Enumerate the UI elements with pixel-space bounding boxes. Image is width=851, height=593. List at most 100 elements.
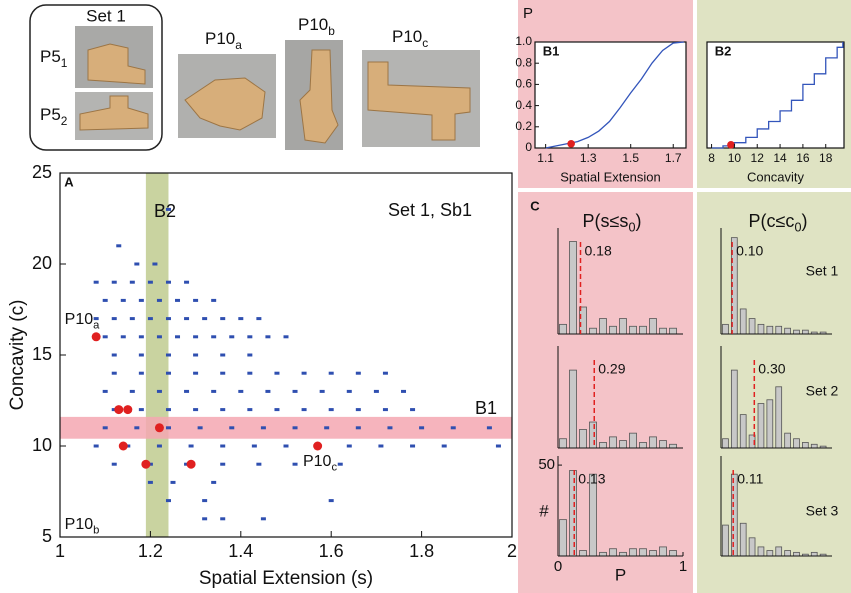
set-label: Set 2 [806,383,839,399]
point [410,408,416,412]
annotation: P10b [65,516,100,536]
point [193,298,199,302]
point [495,444,501,448]
point [382,408,388,412]
point [324,426,330,430]
photo-label: P10b [298,15,335,38]
point [93,444,99,448]
block [184,77,266,131]
point [138,353,144,357]
bar [810,551,818,557]
point [211,389,217,393]
bar [766,399,774,449]
point [111,408,117,412]
bar [649,550,657,557]
column-title-main: P(c≤c [749,211,795,231]
point [441,444,447,448]
point [337,462,343,466]
column-title-tail: ) [635,211,641,231]
bar [775,325,783,335]
bar [775,546,783,557]
y-axis-label: # [539,501,549,520]
point [220,353,226,357]
y-tick-label: 10 [32,435,52,455]
point [120,335,126,339]
point [134,426,140,430]
y-tick-label: 5 [42,526,52,546]
y-tick-label: 20 [32,253,52,273]
highlight-point [141,459,151,469]
highlight-point [114,405,124,415]
point [147,280,153,284]
cdf-line [711,42,844,149]
point [220,317,226,321]
bar [579,550,587,557]
point [93,280,99,284]
plot-area [534,41,687,149]
bar [619,551,627,557]
x-tick-label: 1 [55,541,65,561]
highlight-point [186,459,196,469]
point [111,280,117,284]
point [165,317,171,321]
threshold-label: 0.11 [737,471,763,487]
bar [599,442,607,449]
bar [629,325,637,335]
photo-label-sub: b [328,24,335,38]
bar [579,306,587,335]
bar [669,443,677,449]
point [260,517,266,521]
point [450,426,456,430]
point [102,335,108,339]
point [193,408,199,412]
x-axis-label: Spatial Extension [560,169,660,184]
point [138,408,144,412]
column-title-sub: 0 [794,221,801,235]
annotation-sub: c [331,462,337,474]
bar [669,550,677,557]
point [193,353,199,357]
y-tick-label: 0.2 [515,119,532,133]
threshold-label: 0.29 [598,361,625,377]
bar [569,369,577,449]
point [328,408,334,412]
point [165,207,171,211]
point [202,317,208,321]
photo-label-main: P5 [40,47,61,66]
point [93,317,99,321]
photo-label-sub: a [235,38,242,52]
annotation-main: P10 [65,311,94,328]
threshold-label: 0.30 [758,361,785,377]
point [265,389,271,393]
point [193,335,199,339]
bar [639,442,647,449]
bar [793,329,800,335]
point [138,298,144,302]
point [265,335,271,339]
point [184,462,190,466]
point [111,353,117,357]
point [102,389,108,393]
annotation: P10c [303,453,337,473]
bar [722,438,729,449]
highlight-point [91,332,101,342]
point [175,335,181,339]
point [387,426,393,430]
point [319,389,325,393]
point [355,371,361,375]
x-axis-label: Concavity [747,169,805,184]
point [346,444,352,448]
column-title: P(c≤c0) [749,211,808,235]
x-tick-label: 18 [819,151,833,165]
point [292,462,298,466]
bar [629,432,637,449]
point [355,426,361,430]
point [292,389,298,393]
point [238,389,244,393]
annotation-sub: b [93,525,99,537]
x-tick-label: 1.7 [665,151,682,165]
point [175,298,181,302]
point [373,389,379,393]
y-axis-label: Concavity (c) [7,300,28,411]
bar [559,438,567,449]
